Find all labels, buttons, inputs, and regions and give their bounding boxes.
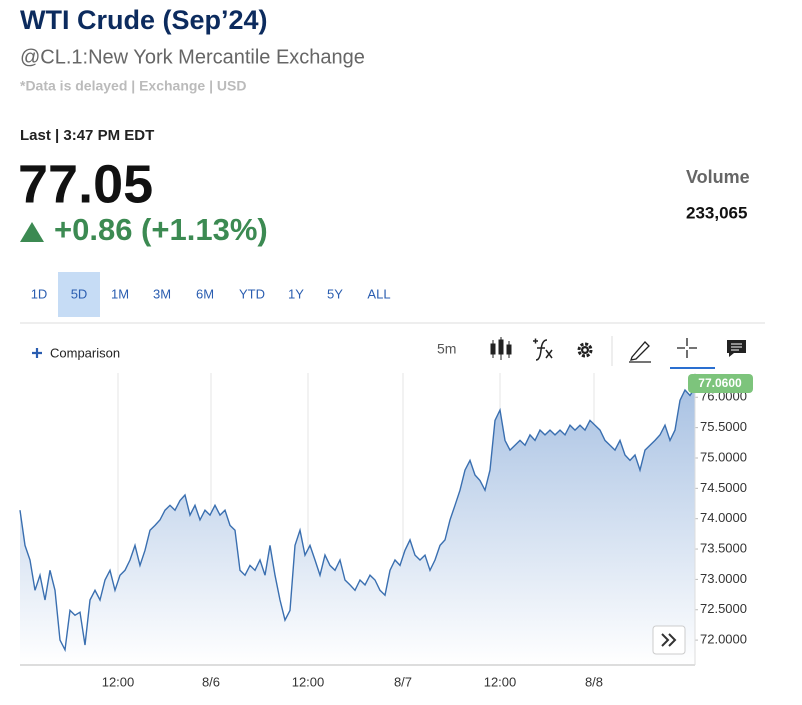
change: +0.86 (+1.13%) xyxy=(54,212,268,247)
range-tab[interactable]: 5Y xyxy=(327,286,343,301)
active-tab-bg xyxy=(58,272,100,317)
volume: 233,065 xyxy=(686,203,747,222)
y-tick-label: 75.0000 xyxy=(700,449,747,464)
title: WTI Crude (Sep’24) xyxy=(20,5,268,35)
y-tick-label: 73.0000 xyxy=(700,571,747,586)
range-tab[interactable]: 1D xyxy=(31,286,48,301)
price: 77.05 xyxy=(18,154,153,214)
y-tick-label: 74.0000 xyxy=(700,510,747,525)
y-tick-label: 73.5000 xyxy=(700,540,747,555)
scroll-icon xyxy=(661,633,677,647)
settings-icon[interactable] xyxy=(577,342,593,358)
x-tick-label: 12:00 xyxy=(484,674,517,689)
candle-icon[interactable] xyxy=(490,337,512,360)
x-tick-label: 12:00 xyxy=(292,674,325,689)
price-line xyxy=(19,387,696,653)
x-tick-label: 8/8 xyxy=(585,674,603,689)
x-tick-label: 12:00 xyxy=(102,674,135,689)
y-tick-label: 74.5000 xyxy=(700,480,747,495)
icon-part xyxy=(583,348,587,352)
draw-icon[interactable] xyxy=(629,341,651,363)
price-badge: 77.0600 xyxy=(698,376,742,390)
price-badge-bg xyxy=(688,374,753,393)
crosshair-icon[interactable] xyxy=(677,338,697,358)
range-tab[interactable]: YTD xyxy=(239,286,265,301)
subtitle: @CL.1:New York Mercantile Exchange xyxy=(20,46,365,68)
volume-label: Volume xyxy=(686,167,750,187)
last-time: Last | 3:47 PM EDT xyxy=(20,127,154,144)
y-tick-label: 72.5000 xyxy=(700,601,747,616)
y-tick-label: 75.5000 xyxy=(700,419,747,434)
area-fill xyxy=(20,387,695,665)
range-tab[interactable]: 3M xyxy=(153,286,171,301)
icon-part xyxy=(577,342,593,358)
range-tab[interactable]: 1Y xyxy=(288,286,304,301)
up-arrow xyxy=(20,222,44,242)
range-tab[interactable]: 6M xyxy=(196,286,214,301)
note: *Data is delayed | Exchange | USD xyxy=(20,78,246,94)
range-tab[interactable]: 1M xyxy=(111,286,129,301)
x-tick-label: 8/7 xyxy=(394,674,412,689)
range-tab[interactable]: 5D xyxy=(71,286,88,301)
comment-icon[interactable] xyxy=(727,340,746,357)
y-tick-label: 72.0000 xyxy=(700,632,747,647)
comparison-button[interactable]: Comparison xyxy=(32,345,120,360)
range-tab[interactable]: ALL xyxy=(367,286,390,301)
interval[interactable]: 5m xyxy=(437,341,456,357)
plus-icon xyxy=(32,348,42,358)
x-tick-label: 8/6 xyxy=(202,674,220,689)
comment-lines xyxy=(731,343,742,351)
fx-icon[interactable] xyxy=(533,338,553,361)
comparison[interactable]: Comparison xyxy=(50,345,120,360)
